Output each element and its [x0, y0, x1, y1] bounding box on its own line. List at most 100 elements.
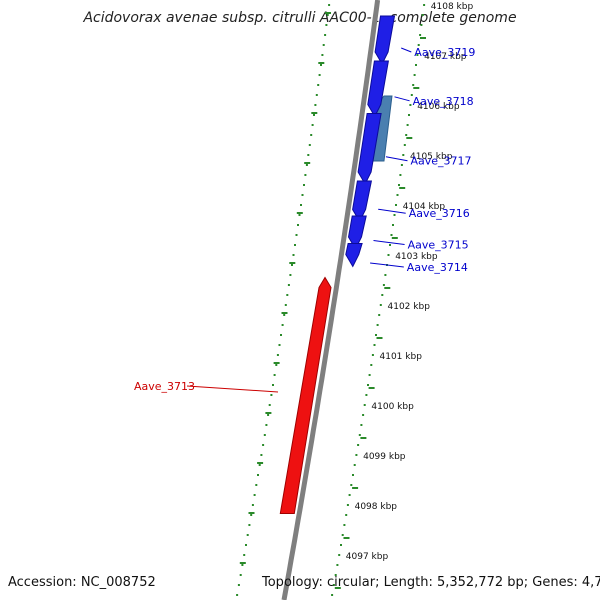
tick-dot — [382, 284, 385, 286]
tick-dot — [303, 184, 305, 186]
tick-dot — [263, 434, 266, 436]
gene-label-line — [373, 240, 405, 245]
tick-dot — [262, 444, 265, 446]
gene-label: Aave_3718 — [413, 95, 474, 108]
tick-dot — [417, 44, 420, 46]
tick-dot — [239, 574, 242, 576]
tick-dot — [295, 234, 298, 236]
ring-dash — [289, 262, 296, 264]
tick-label: 4103 kbp — [395, 252, 438, 262]
tick-dot — [307, 154, 310, 156]
tick-dot — [358, 434, 361, 436]
gene-arrow-forward — [357, 113, 382, 186]
tick-dot — [241, 564, 244, 566]
tick-dot — [420, 24, 423, 26]
ring-dash — [248, 512, 255, 514]
tick-dot — [367, 384, 369, 386]
tick-dot — [245, 544, 247, 546]
tick-dot — [378, 314, 381, 316]
tick-dot — [287, 284, 290, 286]
tick-dot — [403, 144, 406, 146]
ring-dash — [265, 412, 272, 414]
tick-dot — [246, 534, 249, 536]
tick-dot — [409, 104, 412, 106]
gene-arrow-forward — [352, 180, 373, 223]
tick-label: 4098 kbp — [355, 502, 398, 512]
gene-labels: Aave_3719 Aave_3718 Aave_3717 Aave_3716 Aave… — [134, 46, 475, 393]
tick-dot — [370, 364, 373, 366]
tick-dot — [314, 104, 317, 106]
tick-dot — [318, 74, 321, 76]
tick-label: 4108 kbp — [431, 2, 474, 12]
gene-label: Aave_3714 — [407, 261, 468, 274]
ring-dash — [343, 537, 350, 539]
tick-dot — [334, 574, 337, 576]
tick-dot — [368, 374, 371, 376]
tick-dot — [352, 474, 354, 476]
tick-dot — [348, 494, 351, 496]
gene-arrow-reverse — [279, 276, 332, 514]
ring-dash — [334, 587, 341, 589]
tick-dot — [415, 64, 417, 66]
ring-dash — [296, 212, 303, 214]
tick-dot — [343, 524, 346, 526]
ring-dash — [311, 112, 318, 114]
tick-dot — [336, 564, 339, 566]
gene-label: Aave_3716 — [409, 207, 470, 220]
tick-dot — [270, 394, 273, 396]
tick-label: 4099 kbp — [363, 452, 406, 462]
tick-dot — [251, 504, 254, 506]
tick-dot — [350, 484, 353, 486]
ring-dash — [281, 312, 288, 314]
tick-dot — [236, 594, 239, 596]
tick-dot — [395, 204, 397, 206]
tick-dot — [257, 474, 259, 476]
gene-label: Aave_3715 — [408, 239, 469, 252]
ring-dash — [376, 337, 383, 339]
tick-dot — [328, 4, 331, 6]
gene-track — [279, 15, 396, 514]
tick-label: 4101 kbp — [380, 352, 423, 362]
tick-dot — [410, 94, 413, 96]
tick-dot — [412, 84, 415, 86]
tick-label: 4102 kbp — [388, 302, 431, 312]
tick-dot — [371, 354, 374, 356]
tick-dot — [284, 304, 287, 306]
tick-dot — [365, 394, 368, 396]
tick-label: 4105 kbp — [410, 152, 453, 162]
tick-dot — [353, 464, 356, 466]
ring-dash — [352, 487, 359, 489]
tick-dot — [398, 184, 400, 186]
tick-dot — [345, 514, 348, 516]
tick-dot — [260, 454, 263, 456]
tick-dot — [331, 594, 334, 596]
tick-dot — [396, 194, 399, 196]
tick-dot — [281, 324, 284, 326]
dotted-tick-rings — [236, 4, 426, 596]
tick-dot — [276, 354, 279, 356]
tick-dot — [310, 134, 313, 136]
tick-dot — [360, 424, 363, 426]
genome-backbone — [281, 0, 381, 600]
tick-dot — [390, 234, 393, 236]
gene-label-line — [370, 262, 404, 268]
tick-dot — [292, 254, 295, 256]
ring-dash — [384, 287, 391, 289]
tick-dot — [301, 194, 304, 196]
gene-label: Aave_3719 — [414, 46, 475, 59]
tick-dot — [255, 484, 258, 486]
tick-dot — [311, 124, 314, 126]
tick-label: 4104 kbp — [403, 202, 446, 212]
tick-dot — [373, 344, 376, 346]
gene-label: Aave_3717 — [411, 155, 472, 168]
ring-dash — [399, 187, 406, 189]
tick-dot — [419, 34, 422, 36]
ring-dash — [257, 462, 264, 464]
tick-dot — [416, 54, 419, 56]
ring-dash — [391, 237, 398, 239]
tick-dot — [268, 404, 271, 406]
tick-dot — [304, 174, 307, 176]
tick-dot — [355, 454, 358, 456]
